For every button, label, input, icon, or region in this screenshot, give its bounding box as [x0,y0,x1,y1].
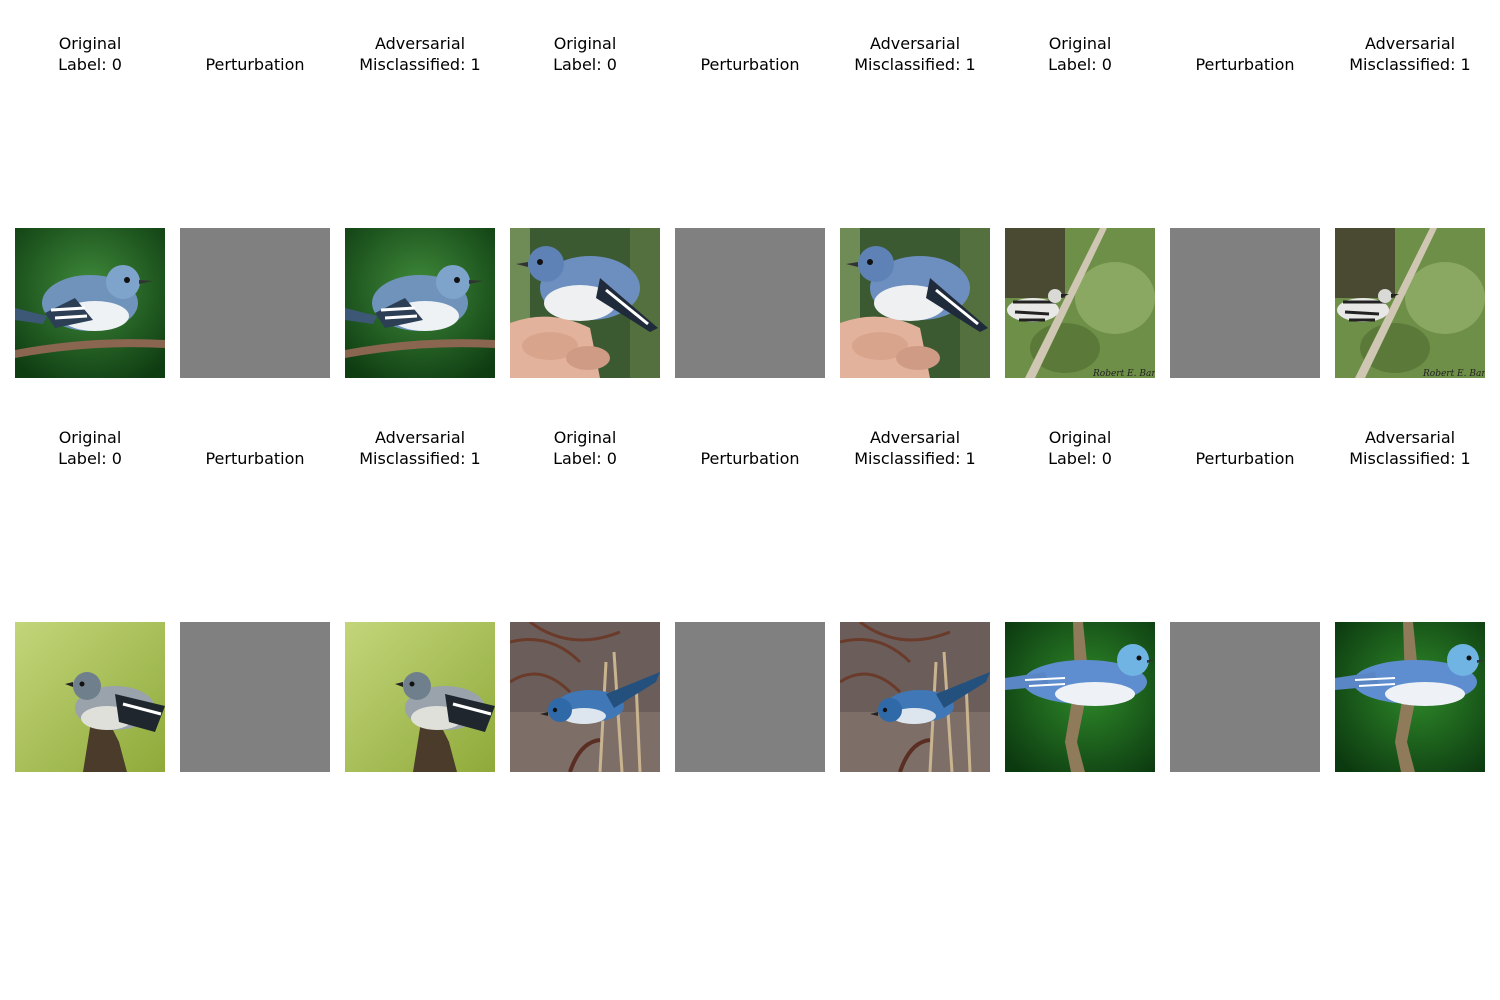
perturbation-image [1170,228,1320,378]
perturbation-image [180,228,330,378]
panel-title: Adversarial Misclassified: 1 [359,428,481,468]
panel-title: Perturbation [205,55,305,74]
perturbation-image [1170,622,1320,772]
panel-title: Original Label: 0 [58,34,122,74]
panel-title: Perturbation [700,449,800,468]
panel-title: Perturbation [205,449,305,468]
panel-title: Adversarial Misclassified: 1 [1349,34,1471,74]
perturbation-image [675,228,825,378]
photographer-watermark: Robert E. Barber [1092,369,1155,378]
panel-title: Perturbation [1195,449,1295,468]
bird-photo [345,622,495,772]
perturbation-image [180,622,330,772]
bird-photo: Robert E. Barber [1005,228,1155,378]
panel-title: Original Label: 0 [553,34,617,74]
bird-photo [1005,622,1155,772]
panel-title: Adversarial Misclassified: 1 [854,34,976,74]
panel-title: Original Label: 0 [58,428,122,468]
panel-title: Adversarial Misclassified: 1 [359,34,481,74]
bird-photo [345,228,495,378]
panel-title: Perturbation [700,55,800,74]
bird-photo [510,622,660,772]
photographer-watermark: Robert E. Barber [1422,369,1485,378]
bird-photo [510,228,660,378]
panel-title: Original Label: 0 [1048,428,1112,468]
panel-title: Adversarial Misclassified: 1 [854,428,976,468]
perturbation-image [675,622,825,772]
bird-photo [15,622,165,772]
panel-title: Perturbation [1195,55,1295,74]
bird-photo [840,622,990,772]
panel-title: Adversarial Misclassified: 1 [1349,428,1471,468]
panel-title: Original Label: 0 [1048,34,1112,74]
panel-title: Original Label: 0 [553,428,617,468]
bird-photo: Robert E. Barber [1335,228,1485,378]
bird-photo [15,228,165,378]
bird-photo [1335,622,1485,772]
bird-photo [840,228,990,378]
